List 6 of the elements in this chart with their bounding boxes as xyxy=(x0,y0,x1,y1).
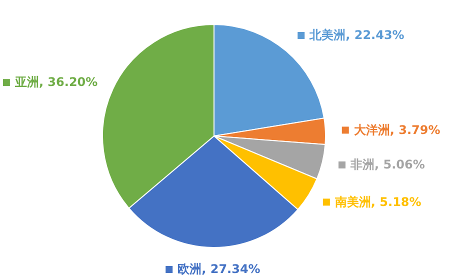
legend-label: 欧洲, 27.34% xyxy=(178,262,260,276)
legend-label: 亚洲, 36.20% xyxy=(14,75,98,90)
legend-label: 大洋洲, 3.79% xyxy=(354,122,440,137)
legend-label: 非洲, 5.06% xyxy=(350,158,425,172)
legend-label: 南美洲, 5.18% xyxy=(334,194,422,209)
legend-label: 北美洲, 22.43% xyxy=(308,28,404,42)
